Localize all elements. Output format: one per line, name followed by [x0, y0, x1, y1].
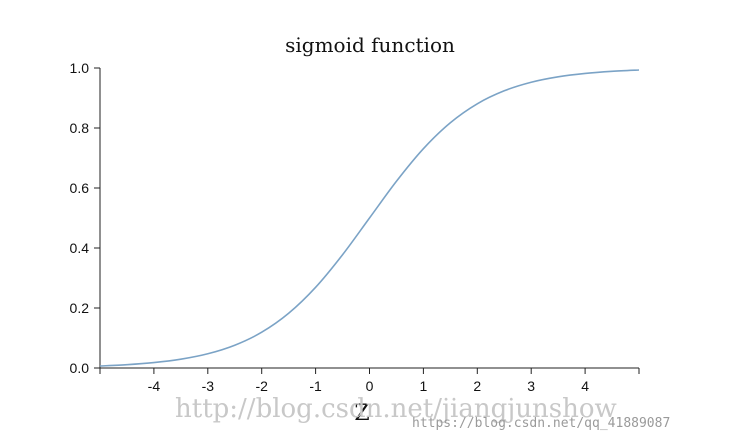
y-tick-label: 1.0: [70, 60, 90, 76]
watermark-main: http://blog.csdn.net/jiangjunshow: [175, 394, 617, 424]
y-tick-label: 0.8: [70, 120, 90, 136]
series-layer: [99, 69, 640, 367]
chart-title: sigmoid function: [285, 33, 455, 57]
x-ticks: -4 -3 -2 -1 0 1 2 3 4: [99, 368, 640, 394]
x-tick-label: 2: [473, 378, 481, 394]
x-tick-label: 4: [581, 378, 589, 394]
x-tick-label: 0: [366, 378, 374, 394]
x-tick-label: -2: [255, 378, 268, 394]
y-tick-label: 0.6: [70, 180, 90, 196]
x-tick-label: -4: [148, 378, 161, 394]
x-axis-label: Z: [354, 401, 369, 426]
y-tick-label: 0.0: [70, 360, 90, 376]
y-ticks: 0.0 0.2 0.4 0.6 0.8 1.0: [70, 60, 100, 376]
x-tick-label: -3: [202, 378, 215, 394]
sigmoid-curve: [99, 69, 640, 367]
x-tick-label: 1: [420, 378, 428, 394]
x-tick-label: 3: [527, 378, 535, 394]
watermark-secondary: https://blog.csdn.net/qq_41889087: [412, 416, 670, 431]
x-tick-label: -1: [309, 378, 322, 394]
y-tick-label: 0.4: [70, 240, 90, 256]
y-tick-label: 0.2: [70, 300, 90, 316]
